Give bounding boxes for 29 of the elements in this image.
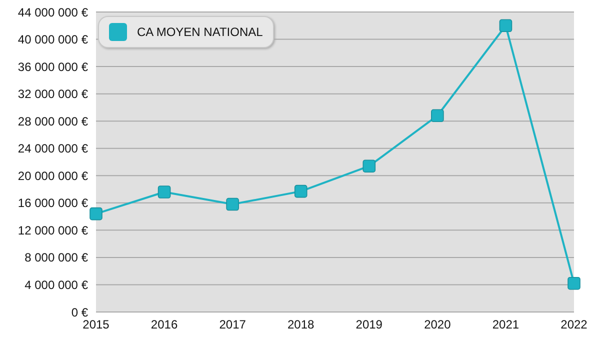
y-tick-label: 40 000 000 € — [18, 32, 88, 47]
point — [499, 19, 512, 32]
y-tick-label: 16 000 000 € — [18, 196, 88, 210]
point — [294, 184, 308, 198]
point — [431, 109, 444, 122]
y-tick-label: 4 000 000 € — [24, 278, 88, 292]
point — [362, 160, 376, 172]
point — [158, 186, 171, 198]
x-tick-label: 2018 — [288, 318, 315, 332]
x-tick-label: 2020 — [424, 318, 452, 332]
y-tick-label: 32 000 000 € — [18, 87, 88, 102]
y-tick-label: 20 000 000 € — [18, 168, 88, 183]
y-tick-label: 28 000 000 € — [18, 114, 88, 128]
point — [226, 198, 239, 211]
y-tick-label: 0 € — [71, 305, 88, 320]
point — [90, 207, 102, 220]
x-tick-label: 2016 — [150, 318, 178, 332]
point — [568, 276, 580, 290]
y-tick-label: 24 000 000 € — [18, 142, 88, 156]
x-tick-label: 2017 — [219, 318, 246, 332]
legend-label: CA MOYEN NATIONAL — [137, 25, 263, 39]
y-tick-label: 44 000 000 € — [18, 5, 88, 20]
y-tick-label: 36 000 000 € — [18, 60, 88, 74]
x-tick-label: 2019 — [356, 318, 383, 332]
x-tick-label: 2022 — [560, 318, 588, 332]
y-tick-label: 8 000 000 € — [24, 250, 88, 265]
x-tick-label: 2015 — [82, 318, 110, 332]
y-tick-label: 12 000 000 € — [18, 223, 88, 238]
x-tick-label: 2021 — [492, 318, 520, 332]
